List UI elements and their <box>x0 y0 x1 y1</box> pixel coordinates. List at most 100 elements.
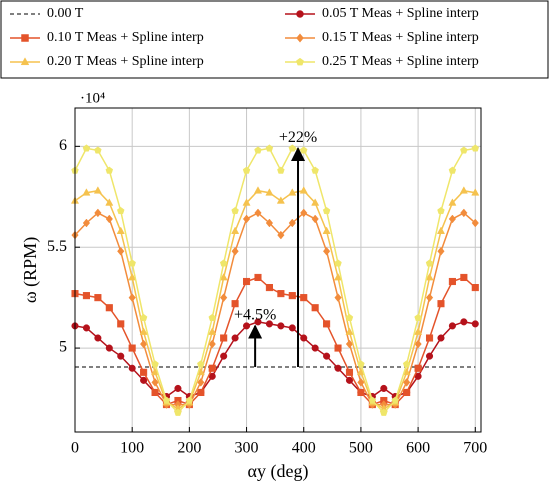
legend-label: 0.15 T Meas + Spline interp <box>322 30 479 45</box>
x-tick-label: 100 <box>120 440 144 457</box>
marker <box>334 344 342 352</box>
x-tick-label: 200 <box>177 440 201 457</box>
marker <box>254 273 262 282</box>
marker <box>277 290 285 298</box>
marker <box>345 339 354 349</box>
marker <box>117 206 125 215</box>
marker <box>151 378 159 387</box>
marker <box>105 304 113 312</box>
marker <box>345 368 354 376</box>
marker <box>425 259 434 267</box>
y-axis-label: ω (RPM) <box>20 237 41 303</box>
marker <box>21 34 29 42</box>
marker <box>403 388 411 397</box>
marker <box>254 208 262 218</box>
legend-label: 0.10 T Meas + Spline interp <box>47 30 204 45</box>
marker <box>151 388 159 397</box>
marker <box>219 259 228 267</box>
marker <box>296 33 304 43</box>
marker <box>471 144 480 152</box>
marker <box>357 388 365 397</box>
marker <box>322 246 331 256</box>
marker <box>128 259 136 267</box>
marker <box>460 146 468 154</box>
marker <box>425 272 434 281</box>
marker <box>219 272 228 281</box>
marker <box>436 226 446 234</box>
x-axis-label: αy (deg) <box>248 461 309 482</box>
marker <box>174 408 182 416</box>
marker <box>265 218 274 228</box>
marker <box>448 166 457 174</box>
marker <box>265 284 273 292</box>
marker <box>311 344 319 352</box>
marker <box>448 214 457 224</box>
annotation-label: +22% <box>279 129 317 146</box>
marker <box>93 186 102 194</box>
marker <box>277 166 285 174</box>
marker <box>414 339 422 349</box>
marker <box>380 384 388 392</box>
legend-label: 0.00 T <box>47 6 84 21</box>
y-tick-label: 5.5 <box>47 238 67 255</box>
marker <box>265 188 274 196</box>
legend-label: 0.20 T Meas + Spline interp <box>47 54 204 69</box>
marker <box>276 196 285 204</box>
marker <box>105 344 113 352</box>
marker <box>288 218 296 228</box>
marker <box>220 293 228 302</box>
marker <box>300 208 308 218</box>
marker <box>242 322 251 330</box>
marker <box>128 344 136 352</box>
marker <box>105 166 114 174</box>
marker <box>220 352 228 360</box>
marker <box>311 214 319 224</box>
marker <box>425 293 434 302</box>
marker <box>105 198 114 206</box>
marker <box>231 334 239 342</box>
marker <box>288 324 296 332</box>
marker <box>277 322 285 330</box>
marker <box>208 327 217 335</box>
marker <box>197 388 205 397</box>
series-line <box>75 212 476 406</box>
marker <box>265 144 274 152</box>
marker <box>82 218 91 228</box>
marker <box>437 334 445 342</box>
legend-label: 0.25 T Meas + Spline interp <box>322 54 479 69</box>
series-line <box>75 147 476 414</box>
marker <box>437 300 445 308</box>
marker <box>242 166 251 174</box>
x-tick-label: 700 <box>463 440 487 457</box>
marker <box>460 208 468 218</box>
marker <box>334 364 342 372</box>
marker <box>448 277 456 286</box>
y-multiplier: ·10⁴ <box>80 90 105 106</box>
marker <box>414 327 423 335</box>
marker <box>414 313 422 322</box>
marker <box>460 273 468 282</box>
marker <box>140 368 148 376</box>
y-tick-label: 6 <box>59 137 67 154</box>
marker <box>174 384 182 392</box>
marker <box>117 246 125 256</box>
y-tick-label: 5 <box>59 339 67 356</box>
marker <box>471 188 480 196</box>
marker <box>368 396 377 404</box>
marker <box>425 352 434 360</box>
marker <box>345 313 354 322</box>
marker <box>82 188 91 196</box>
annotation-label: +4.5% <box>234 307 276 324</box>
marker <box>254 146 262 154</box>
marker <box>425 334 434 342</box>
marker <box>128 272 137 281</box>
marker <box>208 313 216 322</box>
marker <box>220 334 228 342</box>
marker <box>322 206 331 215</box>
legend-box <box>0 0 549 79</box>
marker <box>299 186 308 194</box>
marker <box>471 320 479 328</box>
marker <box>311 198 320 206</box>
series-line <box>75 276 476 406</box>
